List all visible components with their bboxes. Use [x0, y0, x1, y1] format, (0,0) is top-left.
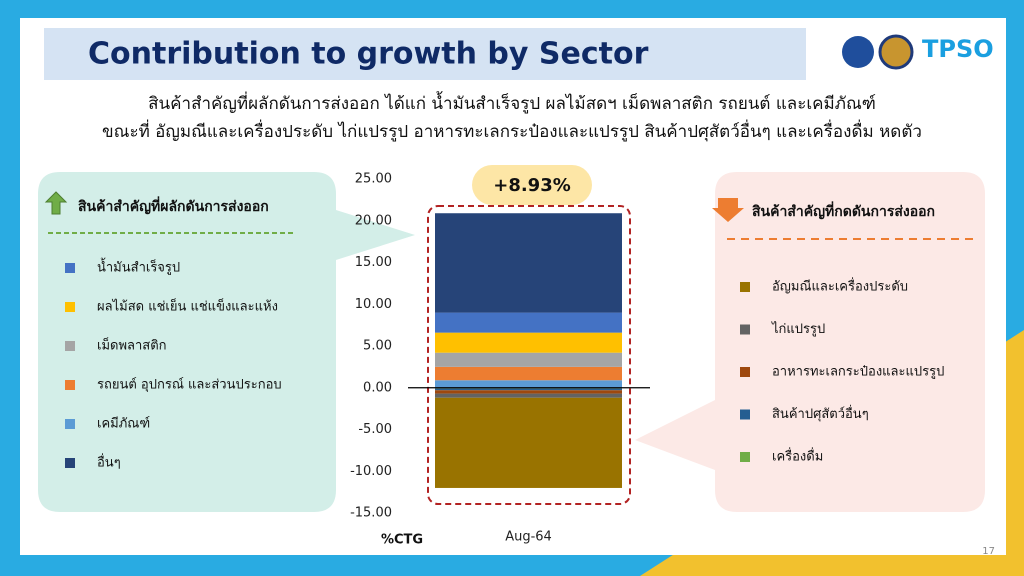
legend-label: อื่นๆ	[97, 454, 121, 471]
logo	[878, 34, 914, 70]
highlight-box	[427, 205, 631, 505]
legend-swatch	[65, 380, 75, 390]
y-tick-label: 20.00	[355, 213, 392, 228]
legend-label: เครื่องดื่ม	[772, 448, 823, 465]
bar-segment	[435, 388, 622, 391]
y-tick-label: 25.00	[355, 172, 392, 187]
legend-label: อาหารทะเลกระป๋องและแปรรูป	[772, 365, 944, 380]
legend-swatch	[740, 409, 750, 420]
bar-segment	[435, 393, 622, 398]
title-box	[44, 28, 806, 80]
legend-label: เม็ดพลาสติก	[97, 336, 167, 354]
bar-segment	[435, 352, 622, 367]
legend-label: ผลไม้สด แช่เย็น แช่แข็งและแห้ง	[97, 297, 278, 315]
bar-segment	[435, 397, 622, 488]
y-tick-label: 0.00	[363, 380, 392, 395]
page-number: 17	[982, 546, 995, 557]
y-tick-label: 5.00	[363, 339, 392, 354]
legend-label: เคมีภัณฑ์	[97, 416, 150, 432]
title: Contribution to growth by Sector	[88, 37, 649, 72]
legend-swatch	[65, 302, 75, 312]
down-arrow	[712, 198, 744, 222]
legend-label: สินค้าปศุสัตว์อื่นๆ	[772, 405, 869, 422]
total-pill	[472, 165, 592, 205]
logo-text: TPSO	[922, 35, 994, 63]
legend-swatch	[65, 263, 75, 273]
y-tick-label: -10.00	[350, 464, 392, 479]
callout-title: สินค้าสำคัญที่ผลักดันการส่งออก	[78, 196, 269, 215]
legend-swatch	[740, 282, 750, 292]
bar-segment	[435, 390, 622, 394]
legend-swatch	[65, 341, 75, 351]
bar-segment	[435, 213, 622, 313]
legend-label: รถยนต์ อุปกรณ์ และส่วนประกอบ	[97, 377, 282, 393]
callout-negative	[635, 172, 985, 512]
total-label: +8.93%	[493, 175, 571, 196]
bar-segment	[435, 366, 622, 381]
legend-label: อัญมณีและเครื่องประดับ	[772, 278, 908, 295]
subtitle: ขณะที่ อัญมณีและเครื่องประดับ ไก่แปรรูป …	[102, 119, 922, 142]
x-tick-label: Aug-64	[505, 530, 552, 545]
legend-swatch	[65, 419, 75, 429]
legend-swatch	[65, 458, 75, 468]
up-arrow	[44, 191, 68, 215]
legend-label: น้ำมันสำเร็จรูป	[97, 258, 180, 276]
y-tick-label: -5.00	[358, 422, 392, 437]
legend-swatch	[740, 324, 750, 335]
bar-segment	[435, 312, 622, 333]
subtitle: สินค้าสำคัญที่ผลักดันการส่งออก ได้แก่ น้…	[148, 91, 876, 114]
callout-positive	[38, 172, 415, 512]
y-tick-label: 15.00	[355, 255, 392, 270]
y-tick-label: -15.00	[350, 506, 392, 521]
logo	[842, 36, 874, 68]
y-tick-label: 10.00	[355, 297, 392, 312]
legend-swatch	[740, 452, 750, 462]
bar-segment	[435, 380, 622, 388]
legend-swatch	[740, 367, 750, 377]
legend-label: ไก่แปรรูป	[771, 321, 825, 337]
bar-segment	[435, 332, 622, 353]
callout-title: สินค้าสำคัญที่กดดันการส่งออก	[752, 201, 936, 220]
y-axis-label: %CTG	[381, 533, 423, 548]
